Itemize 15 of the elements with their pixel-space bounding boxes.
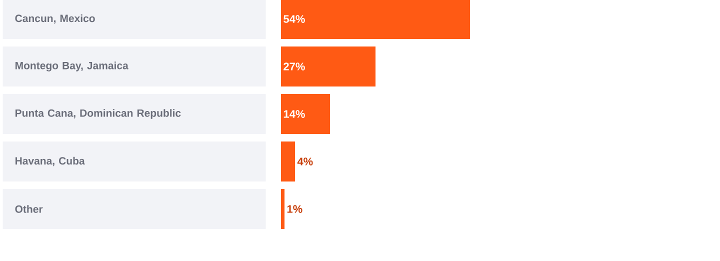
bar	[281, 0, 470, 39]
data-label: 54%	[284, 15, 305, 23]
bar	[281, 94, 330, 134]
y-tick-label: Havana, Cuba	[16, 156, 85, 166]
data-label: 27%	[284, 62, 305, 70]
data-label: 4%	[297, 158, 313, 166]
y-tick-label: Montego Bay, Jamaica	[16, 62, 128, 72]
data-label: 14%	[284, 110, 305, 118]
bar	[281, 189, 284, 229]
bar	[281, 46, 376, 86]
y-tick-label: Cancun, Mexico	[15, 14, 95, 24]
y-tick-label: Other	[15, 205, 43, 213]
bar	[281, 142, 295, 182]
y-tick-label: Punta Cana, Dominican Republic	[16, 109, 181, 119]
data-label: 1%	[287, 205, 302, 213]
